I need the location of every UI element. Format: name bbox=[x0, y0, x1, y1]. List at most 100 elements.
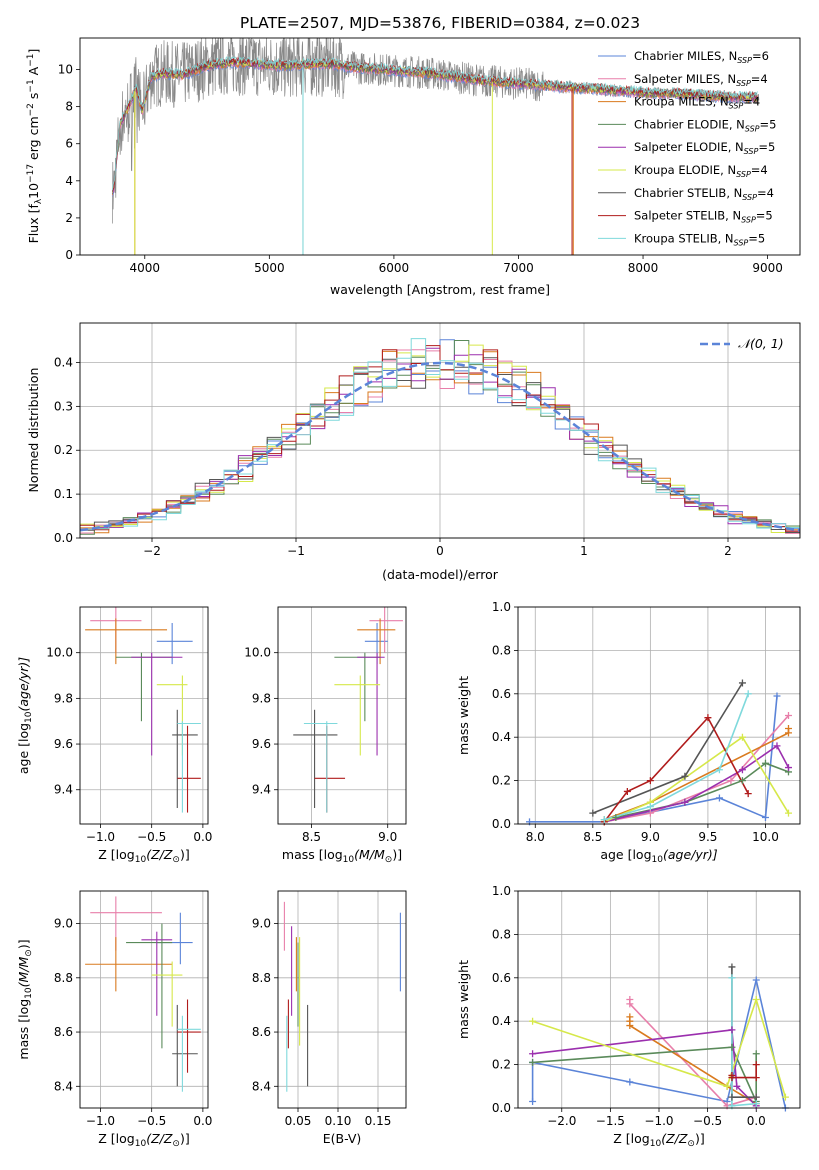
spectrum-xtick-label: 5000 bbox=[254, 261, 285, 275]
weight-point bbox=[728, 1043, 736, 1051]
weight-point bbox=[728, 1026, 736, 1034]
weight-line bbox=[629, 999, 757, 1107]
age-mass-frame bbox=[277, 606, 407, 825]
residuals-ytick-label: 0.4 bbox=[54, 355, 73, 369]
weight-point bbox=[752, 1100, 760, 1108]
age-vs-mass-panel: 8.5 9.0 9.4 9.6 9.8 10.0 mass [log10​(M/M⊙​)] bbox=[244, 606, 407, 865]
weight-age-xtick-label: 8.0 bbox=[526, 830, 545, 844]
figure-title: PLATE=2507, MJD=53876, FIBERID=0384, z=0… bbox=[240, 14, 640, 32]
age-mass-ytick-label: 9.4 bbox=[252, 783, 271, 797]
spectrum-xtick-label: 9000 bbox=[752, 261, 783, 275]
weight-vs-metallicity-panel: −2.0 −1.5 −1.0 −0.5 0.0 0.0 0.2 0.4 0.6 0.8 1.0 Z [… bbox=[456, 884, 801, 1149]
weight-point bbox=[529, 1058, 537, 1066]
spectrum-xtick-label: 6000 bbox=[379, 261, 410, 275]
weight-point bbox=[704, 714, 712, 722]
weight-point bbox=[728, 1074, 736, 1082]
weight-point bbox=[738, 777, 746, 785]
age-z-ytick-label: 9.6 bbox=[54, 737, 73, 751]
weight-age-xtick-label: 9.0 bbox=[641, 830, 660, 844]
mass-ebv-ytick-label: 9.0 bbox=[252, 917, 271, 931]
mass-z-xtick-label: −1.0 bbox=[86, 1114, 115, 1128]
weight-point bbox=[738, 679, 746, 687]
mass-z-xtick-label: 0.0 bbox=[193, 1114, 212, 1128]
spectrum-xtick-label: 7000 bbox=[503, 261, 534, 275]
weight-line bbox=[532, 1029, 757, 1107]
weight-point bbox=[723, 1082, 731, 1090]
residuals-ytick-label: 0.2 bbox=[54, 443, 73, 457]
age-z-xtick-label: −0.5 bbox=[137, 830, 166, 844]
spectrum-ytick-label: 2 bbox=[65, 211, 73, 225]
weight-age-frame bbox=[517, 606, 801, 825]
weight-z-xtick-label: −1.5 bbox=[596, 1114, 625, 1128]
weight-line bbox=[532, 996, 787, 1098]
weight-line bbox=[532, 1046, 757, 1102]
mass-ebv-ytick-label: 8.4 bbox=[252, 1079, 271, 1093]
mass-z-xtick-label: −0.5 bbox=[137, 1114, 166, 1128]
weight-point bbox=[744, 790, 752, 798]
weight-point bbox=[626, 1078, 634, 1086]
weight-vs-age-panel: 8.0 8.5 9.0 9.5 10.0 0.0 0.2 0.4 0.6 0.8 1.0 age [l… bbox=[456, 600, 801, 865]
weight-z-xtick-label: 0.0 bbox=[747, 1114, 766, 1128]
weight-age-ylabel: mass weight bbox=[456, 676, 471, 755]
age-z-frame bbox=[79, 606, 209, 825]
spectrum-ytick-label: 4 bbox=[65, 174, 73, 188]
age-z-grid bbox=[80, 607, 208, 824]
weight-point bbox=[752, 976, 760, 984]
legend-entry: Salpeter MILES, NSSP=4 bbox=[634, 72, 768, 88]
legend-entry: Chabrier MILES, NSSP=6 bbox=[634, 49, 769, 65]
residuals-ylabel: Normed distribution bbox=[26, 368, 41, 493]
weight-point bbox=[773, 692, 781, 700]
residuals-ytick-label: 0.3 bbox=[54, 399, 73, 413]
weight-line bbox=[604, 693, 749, 821]
age-z-ylabel: age [log10​(age/yr)] bbox=[16, 657, 34, 774]
mass-z-ytick-label: 9.0 bbox=[54, 917, 73, 931]
weight-z-xtick-label: −0.5 bbox=[693, 1114, 722, 1128]
residuals-xtick-label: 1 bbox=[580, 544, 588, 558]
weight-point bbox=[600, 816, 608, 824]
weight-z-ytick-label: 0.2 bbox=[492, 1058, 511, 1072]
weight-point bbox=[626, 1000, 634, 1008]
weight-point bbox=[761, 759, 769, 767]
residuals-ytick-label: 0.1 bbox=[54, 487, 73, 501]
residuals-xtick-label: −1 bbox=[287, 544, 305, 558]
mass-ebv-xtick-label: 0.05 bbox=[285, 1114, 312, 1128]
normal-legend-label: 𝒩(0, 1) bbox=[738, 336, 784, 351]
age-vs-metallicity-panel: −1.0 −0.5 0.0 9.4 9.6 9.8 10.0 Z [log10​(Z/Z⊙​)… bbox=[16, 606, 212, 865]
weight-point bbox=[752, 996, 760, 1003]
weight-point bbox=[529, 1017, 537, 1025]
spectrum-ytick-label: 0 bbox=[65, 248, 73, 262]
spectrum-panel: 4000 5000 6000 7000 8000 9000 0 2 4 6 8 10 Chabrier … bbox=[26, 37, 801, 297]
spectrum-frame bbox=[79, 37, 801, 256]
legend-entry: Chabrier STELIB, NSSP=4 bbox=[634, 186, 774, 202]
weight-point bbox=[752, 1050, 760, 1058]
weight-point bbox=[646, 803, 654, 811]
weight-age-ytick-label: 0.4 bbox=[492, 730, 511, 744]
weight-point bbox=[623, 787, 631, 795]
weight-age-ytick-label: 0.2 bbox=[492, 774, 511, 788]
weight-point bbox=[752, 1074, 760, 1082]
weight-point bbox=[744, 690, 752, 698]
mass-ebv-xlabel: E(B-V) bbox=[323, 1131, 362, 1146]
weight-point bbox=[715, 766, 723, 774]
weight-point bbox=[589, 809, 597, 817]
weight-z-ytick-label: 0.8 bbox=[492, 927, 511, 941]
weight-z-ytick-label: 0.6 bbox=[492, 971, 511, 985]
weight-point bbox=[761, 813, 769, 821]
normal-curve bbox=[80, 361, 800, 532]
residuals-frame bbox=[79, 322, 801, 539]
weight-z-frame bbox=[517, 890, 801, 1109]
weight-point bbox=[738, 766, 746, 774]
mass-z-frame bbox=[79, 890, 209, 1109]
age-mass-ytick-label: 9.8 bbox=[252, 691, 271, 705]
weight-line bbox=[531, 979, 787, 1108]
spectrum-xtick-label: 4000 bbox=[130, 261, 161, 275]
residuals-xtick-label: 2 bbox=[724, 544, 732, 558]
residuals-xtick-label: −2 bbox=[143, 544, 161, 558]
legend-entry: Kroupa MILES, NSSP=4 bbox=[634, 95, 760, 111]
weight-age-xtick-label: 9.5 bbox=[698, 830, 717, 844]
age-z-xtick-label: −1.0 bbox=[86, 830, 115, 844]
weight-age-xtick-label: 10.0 bbox=[752, 830, 779, 844]
mass-z-grid bbox=[80, 891, 208, 1108]
spectrum-ytick-label: 10 bbox=[58, 63, 73, 77]
